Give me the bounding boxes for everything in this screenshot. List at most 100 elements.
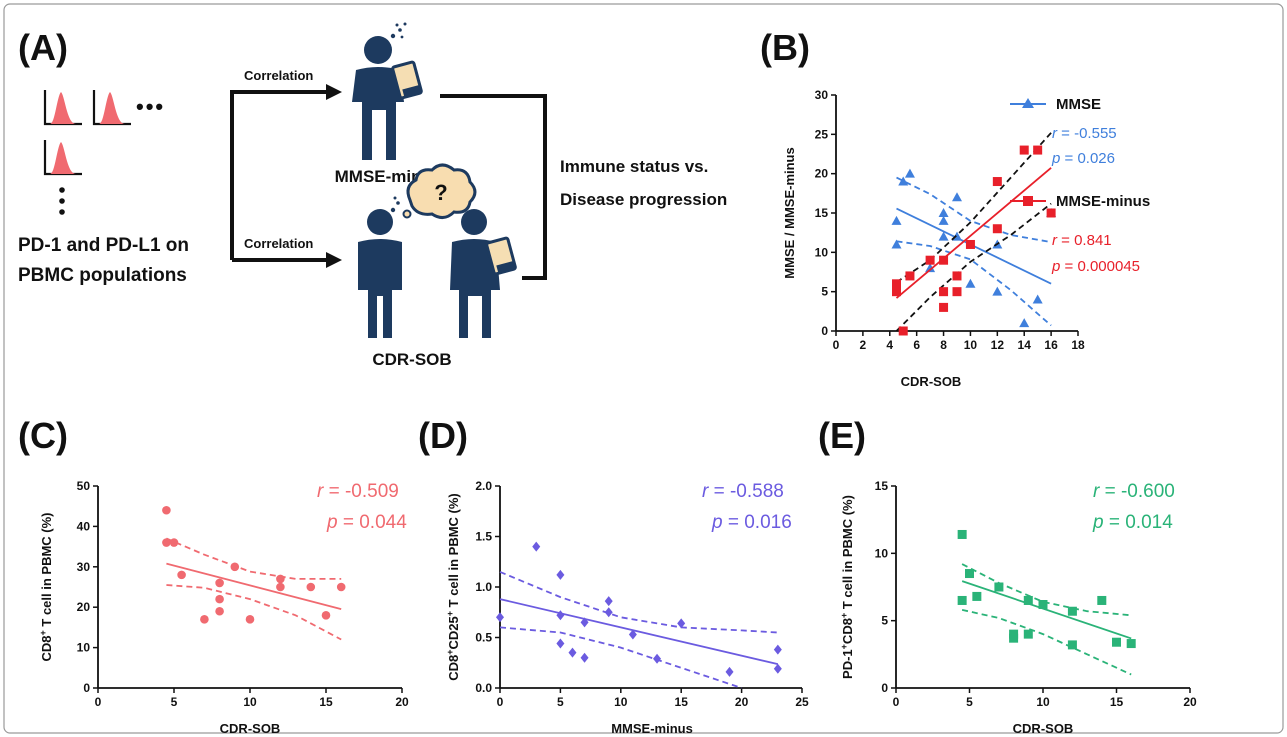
panel-b: (B) 0 2 4 6 8 10 12 14 16 18 0 5 10 15 20 25 30 MMSE / M…: [760, 27, 1150, 389]
markers-line2: PBMC populations: [18, 265, 187, 286]
plotD-point: [568, 647, 577, 658]
stat-mmse-p: p = 0.026: [1051, 150, 1115, 167]
stat-mmse-minus-p-symbol: p: [1051, 258, 1060, 275]
chart-d-xlabel: MMSE-minus: [611, 721, 693, 736]
chart-d-ylabel: CD8+CD25+ T cell in PBMC (%): [445, 493, 461, 681]
plotE-point: [1126, 639, 1136, 649]
plotB-point: [952, 192, 962, 202]
panel-c-label: (C): [18, 415, 68, 456]
plotB-point: [898, 176, 909, 186]
stat-c-r-symbol: r: [317, 481, 324, 502]
plotB-point: [898, 326, 908, 336]
plotB-y-tick-label: 0: [821, 324, 828, 338]
immune-status-line2: Disease progression: [560, 190, 727, 209]
plotC-point: [336, 582, 346, 592]
plotE-y-tick-label: 15: [875, 479, 889, 493]
stat-e-r-symbol: r: [1093, 481, 1100, 502]
correlation-bottom-label: Correlation: [244, 236, 313, 251]
plotC-ci-upper-0: [166, 537, 342, 580]
plotB-x-tick-label: 0: [833, 338, 840, 352]
plotD-point: [604, 607, 613, 618]
markers-line1: PD-1 and PD-L1 on: [18, 235, 189, 256]
plotB-y-tick-label: 10: [815, 245, 829, 259]
square-marker-icon: [1023, 196, 1033, 206]
stat-d-p-value: = 0.016: [723, 512, 792, 533]
plotB-point: [965, 239, 975, 249]
stat-mmse-minus-r: r = 0.841: [1052, 232, 1112, 249]
chart-d-ylabel-main: CD8: [446, 655, 461, 681]
stat-mmse-minus-r-symbol: r: [1052, 232, 1058, 249]
plotE-point: [1023, 629, 1033, 639]
plotB-y-tick-label: 5: [821, 285, 828, 299]
plotB-point: [965, 278, 976, 288]
plotB-ci-lower-0: [896, 240, 1052, 327]
stat-mmse-r-symbol: r: [1052, 125, 1058, 142]
chart-c-ylabel-main: CD8: [39, 635, 54, 661]
plotC-y-tick-label: 50: [77, 479, 91, 493]
plotC-y-tick-label: 40: [77, 519, 91, 533]
plotB-y-tick-label: 30: [815, 88, 829, 102]
panel-b-label: (B): [760, 27, 810, 68]
plotD-point: [580, 617, 589, 628]
plotB-point: [905, 271, 915, 281]
plotE-point: [965, 569, 974, 579]
plotE-point: [1023, 595, 1033, 605]
plotB-point: [938, 231, 949, 241]
plotE-y-tick-label: 5: [881, 614, 888, 628]
immune-status-line1: Immune status vs.: [560, 157, 708, 176]
plotD-ci-upper-0: [499, 571, 778, 634]
plotB-point: [892, 279, 901, 289]
histogram-icon: [43, 140, 82, 176]
plotB-x-tick-label: 10: [964, 338, 978, 352]
stat-mmse-minus-r-value: = 0.841: [1057, 232, 1112, 249]
stat-c-p: p = 0.044: [326, 512, 407, 533]
plotE-y-tick-label: 0: [881, 681, 888, 695]
plotC-point: [245, 615, 255, 624]
chart-e-xlabel: CDR-SOB: [1013, 721, 1074, 736]
plotE-point: [1067, 606, 1077, 616]
plotB-x-tick-label: 18: [1071, 338, 1085, 352]
plotC-point: [177, 570, 186, 580]
stat-c-p-value: = 0.044: [338, 512, 408, 533]
plotC-fit-line-0: [166, 562, 342, 611]
plotC-x-tick-label: 15: [319, 695, 333, 709]
plotB-x-tick-label: 2: [860, 338, 867, 352]
plotC-y-tick-label: 20: [77, 600, 91, 614]
cdr-sob-label: CDR-SOB: [372, 350, 451, 369]
plotC-point: [169, 538, 179, 547]
chart-d-ylabel-rest: T cell in PBMC (%): [446, 493, 461, 611]
plotC-point: [215, 594, 224, 604]
stat-e-p-symbol: p: [1092, 512, 1104, 533]
plotC-point: [215, 606, 224, 616]
plotD-point: [653, 653, 662, 664]
horizontal-ellipsis: •••: [136, 94, 165, 119]
plotD-point: [556, 638, 565, 649]
panel-a-label: (A): [18, 27, 68, 68]
plotC-point: [215, 578, 224, 588]
histogram-icon: [92, 90, 131, 126]
plotC-ci-lower-0: [166, 584, 342, 641]
legend-mmse-label: MMSE: [1056, 96, 1101, 113]
stat-e-r-value: = -0.600: [1099, 481, 1175, 502]
plotE-ci-lower-0: [961, 609, 1132, 676]
legend-mmse: MMSE: [1010, 96, 1101, 113]
plotD-point: [677, 618, 686, 629]
plotB-point: [891, 239, 902, 249]
plotD-y-tick-label: 2.0: [475, 479, 492, 493]
stat-mmse-p-symbol: p: [1051, 150, 1060, 167]
question-mark: ?: [434, 180, 447, 205]
plotE-x-tick-label: 20: [1183, 695, 1197, 709]
plotE-x-tick-label: 10: [1036, 695, 1050, 709]
plotB-ci-lower-1: [895, 202, 1052, 332]
chart-d-ylabel-mid: CD25: [446, 616, 461, 649]
plotC-point: [162, 505, 171, 515]
stat-d-p-symbol: p: [711, 512, 723, 533]
plotC-y-tick-label: 0: [83, 681, 90, 695]
stat-c-r-value: = -0.509: [323, 481, 399, 502]
stat-c-r: r = -0.509: [317, 481, 399, 502]
clinician-with-clipboard-icon: [450, 209, 517, 338]
plotB-x-tick-label: 4: [886, 338, 893, 352]
plotE-point: [1112, 637, 1121, 647]
